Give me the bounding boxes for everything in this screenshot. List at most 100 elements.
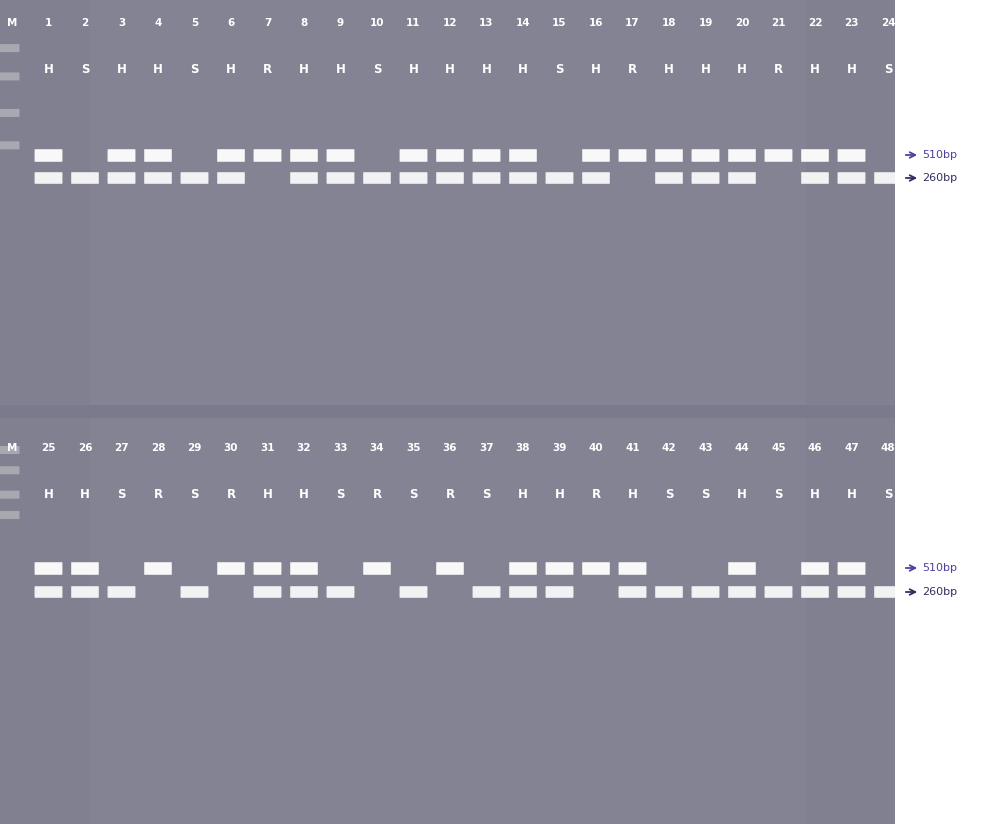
FancyBboxPatch shape xyxy=(35,149,62,162)
Text: R: R xyxy=(226,488,236,501)
Text: 510bp: 510bp xyxy=(922,563,957,573)
Text: 36: 36 xyxy=(443,443,457,453)
FancyBboxPatch shape xyxy=(0,109,20,117)
Text: H: H xyxy=(44,63,53,76)
Text: 1: 1 xyxy=(45,18,52,28)
Text: R: R xyxy=(591,488,601,501)
Text: S: S xyxy=(373,63,381,76)
Text: H: H xyxy=(628,488,637,501)
FancyBboxPatch shape xyxy=(400,586,427,597)
FancyBboxPatch shape xyxy=(765,149,792,162)
FancyBboxPatch shape xyxy=(619,562,646,575)
Text: 33: 33 xyxy=(333,443,348,453)
FancyBboxPatch shape xyxy=(874,586,902,597)
Text: S: S xyxy=(884,488,892,501)
Text: S: S xyxy=(409,488,418,501)
FancyBboxPatch shape xyxy=(801,172,829,184)
FancyBboxPatch shape xyxy=(473,586,500,597)
Text: 260bp: 260bp xyxy=(922,173,957,183)
Bar xyxy=(0,405,1000,418)
Text: 260bp: 260bp xyxy=(922,587,957,597)
FancyBboxPatch shape xyxy=(582,562,610,575)
Text: H: H xyxy=(226,63,236,76)
Text: H: H xyxy=(299,63,309,76)
Text: H: H xyxy=(701,63,710,76)
Text: H: H xyxy=(518,488,528,501)
Text: H: H xyxy=(810,63,820,76)
Text: S: S xyxy=(555,63,564,76)
FancyBboxPatch shape xyxy=(655,149,683,162)
FancyBboxPatch shape xyxy=(436,562,464,575)
Text: 48: 48 xyxy=(881,443,895,453)
Text: 17: 17 xyxy=(625,18,640,28)
FancyBboxPatch shape xyxy=(0,73,20,81)
FancyBboxPatch shape xyxy=(254,562,281,575)
Text: 11: 11 xyxy=(406,18,421,28)
Text: 20: 20 xyxy=(735,18,749,28)
Text: 39: 39 xyxy=(552,443,567,453)
Text: 43: 43 xyxy=(698,443,713,453)
FancyBboxPatch shape xyxy=(181,172,208,184)
Text: 23: 23 xyxy=(844,18,859,28)
FancyBboxPatch shape xyxy=(35,172,62,184)
FancyBboxPatch shape xyxy=(728,172,756,184)
FancyBboxPatch shape xyxy=(582,149,610,162)
Text: S: S xyxy=(482,488,491,501)
Text: 22: 22 xyxy=(808,18,822,28)
Text: S: S xyxy=(884,63,892,76)
FancyBboxPatch shape xyxy=(400,149,427,162)
Text: 13: 13 xyxy=(479,18,494,28)
Text: 19: 19 xyxy=(698,18,713,28)
FancyBboxPatch shape xyxy=(0,490,20,499)
FancyBboxPatch shape xyxy=(181,586,208,597)
Text: H: H xyxy=(153,63,163,76)
FancyBboxPatch shape xyxy=(0,466,20,475)
Text: S: S xyxy=(774,488,783,501)
FancyBboxPatch shape xyxy=(290,149,318,162)
FancyBboxPatch shape xyxy=(254,149,281,162)
FancyBboxPatch shape xyxy=(655,586,683,597)
Text: 5: 5 xyxy=(191,18,198,28)
Text: 6: 6 xyxy=(227,18,235,28)
Text: 46: 46 xyxy=(808,443,822,453)
Text: 10: 10 xyxy=(370,18,384,28)
Text: 28: 28 xyxy=(151,443,165,453)
Text: M: M xyxy=(7,18,17,28)
Text: 45: 45 xyxy=(771,443,786,453)
FancyBboxPatch shape xyxy=(217,172,245,184)
Text: 44: 44 xyxy=(735,443,749,453)
FancyBboxPatch shape xyxy=(838,562,865,575)
Text: S: S xyxy=(665,488,673,501)
Bar xyxy=(895,0,1000,824)
FancyBboxPatch shape xyxy=(765,586,792,597)
FancyBboxPatch shape xyxy=(290,562,318,575)
FancyBboxPatch shape xyxy=(838,149,865,162)
FancyBboxPatch shape xyxy=(509,562,537,575)
FancyBboxPatch shape xyxy=(509,149,537,162)
Text: H: H xyxy=(664,63,674,76)
Text: 21: 21 xyxy=(771,18,786,28)
Text: 15: 15 xyxy=(552,18,567,28)
FancyBboxPatch shape xyxy=(546,172,573,184)
Text: H: H xyxy=(117,63,126,76)
Text: 35: 35 xyxy=(406,443,421,453)
Text: S: S xyxy=(336,488,345,501)
FancyBboxPatch shape xyxy=(363,562,391,575)
Text: 2: 2 xyxy=(81,18,89,28)
Text: 26: 26 xyxy=(78,443,92,453)
Text: 47: 47 xyxy=(844,443,859,453)
Bar xyxy=(0,0,895,405)
FancyBboxPatch shape xyxy=(217,562,245,575)
FancyBboxPatch shape xyxy=(838,586,865,597)
Text: 510bp: 510bp xyxy=(922,150,957,160)
Text: R: R xyxy=(628,63,637,76)
Text: H: H xyxy=(336,63,345,76)
Text: 30: 30 xyxy=(224,443,238,453)
Text: R: R xyxy=(372,488,382,501)
Text: 37: 37 xyxy=(479,443,494,453)
Text: R: R xyxy=(153,488,163,501)
Text: 3: 3 xyxy=(118,18,125,28)
Text: H: H xyxy=(409,63,418,76)
FancyBboxPatch shape xyxy=(582,172,610,184)
FancyBboxPatch shape xyxy=(290,586,318,597)
